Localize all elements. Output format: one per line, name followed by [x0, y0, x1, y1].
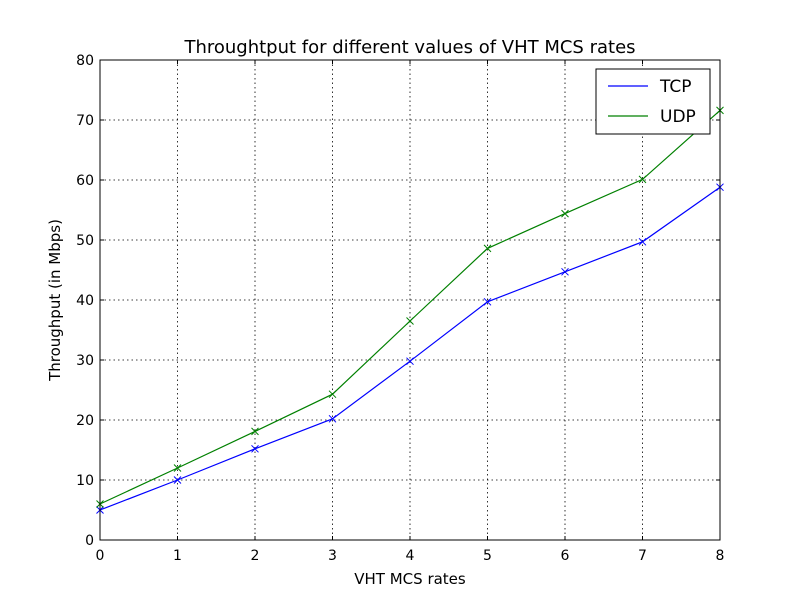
- y-tick-label: 10: [76, 473, 94, 489]
- y-tick-label: 30: [76, 353, 94, 369]
- data-point-udp: [483, 244, 492, 253]
- x-tick-label: 0: [96, 548, 105, 564]
- x-tick-label: 3: [328, 548, 337, 564]
- data-point-udp: [173, 464, 182, 472]
- x-tick-label: 8: [716, 548, 725, 564]
- data-point-udp: [406, 317, 414, 325]
- data-point-udp: [251, 427, 259, 436]
- data-point-tcp: [406, 357, 414, 366]
- data-point-tcp: [173, 476, 182, 484]
- x-tick-label: 7: [638, 548, 647, 564]
- legend-label-udp: UDP: [660, 107, 696, 127]
- y-tick-label: 20: [76, 413, 94, 429]
- chart-title: Throughtput for different values of VHT …: [183, 37, 635, 58]
- data-point-udp: [561, 209, 569, 218]
- legend-label-tcp: TCP: [659, 77, 692, 97]
- data-point-tcp: [328, 414, 337, 423]
- data-point-tcp: [251, 444, 259, 453]
- y-axis: 0 10 20 30 40 50 60 70 80: [76, 53, 720, 549]
- data-point-udp: [638, 175, 647, 184]
- y-tick-label: 60: [76, 173, 94, 189]
- data-point-tcp: [483, 297, 492, 306]
- x-axis: 0 1 2 3 4 5 6 7 8: [96, 60, 725, 564]
- series-tcp: [96, 183, 724, 514]
- y-tick-label: 50: [76, 233, 94, 249]
- y-tick-label: 0: [85, 533, 94, 549]
- data-point-tcp: [638, 237, 647, 246]
- legend: TCP UDP: [595, 68, 711, 135]
- series-layer: [96, 106, 724, 514]
- data-point-tcp: [561, 267, 569, 276]
- x-tick-label: 1: [173, 548, 182, 564]
- legend-box: [595, 68, 711, 135]
- x-tick-label: 4: [406, 548, 415, 564]
- data-point-udp: [328, 390, 337, 399]
- y-axis-label: Throughput (in Mbps): [46, 219, 64, 382]
- y-tick-label: 40: [76, 293, 94, 309]
- x-tick-label: 5: [483, 548, 492, 564]
- y-tick-label: 80: [76, 53, 94, 69]
- x-axis-label: VHT MCS rates: [354, 570, 466, 588]
- x-tick-label: 6: [561, 548, 570, 564]
- y-tick-label: 70: [76, 113, 94, 129]
- x-tick-label: 2: [251, 548, 260, 564]
